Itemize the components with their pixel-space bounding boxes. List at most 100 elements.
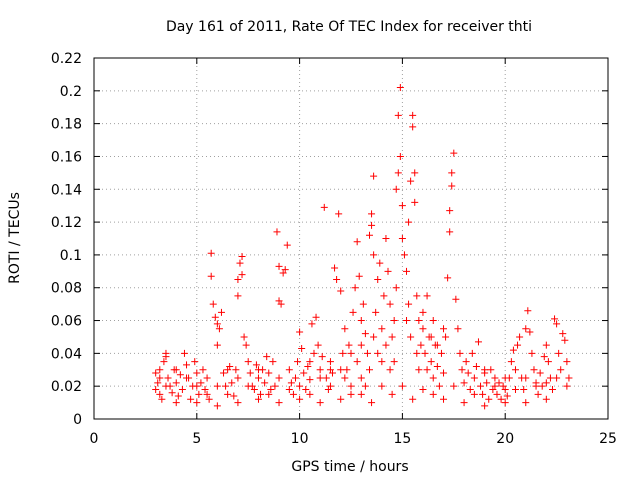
data-point	[355, 272, 363, 280]
data-point	[296, 395, 304, 403]
data-point	[211, 313, 219, 321]
data-point	[234, 399, 242, 407]
data-point	[172, 399, 180, 407]
data-point	[427, 333, 435, 341]
data-point	[548, 385, 556, 393]
data-point	[183, 374, 191, 382]
data-point	[405, 218, 413, 226]
data-point	[228, 379, 236, 387]
y-tick-label: 0.14	[51, 182, 82, 198]
data-point	[542, 379, 550, 387]
y-tick-label: 0	[73, 412, 82, 428]
data-point	[563, 358, 571, 366]
data-point	[300, 369, 308, 377]
y-tick-label: 0.16	[51, 149, 82, 165]
data-point	[209, 300, 217, 308]
data-point	[366, 366, 374, 374]
y-tick-label: 0.02	[51, 379, 82, 395]
x-tick-label: 0	[90, 431, 99, 447]
data-point	[291, 374, 299, 382]
y-tick-label: 0.04	[51, 346, 82, 362]
data-point	[363, 349, 371, 357]
data-point	[187, 395, 195, 403]
data-point	[201, 385, 209, 393]
data-point	[267, 385, 275, 393]
data-point	[193, 369, 201, 377]
data-point	[444, 274, 452, 282]
data-point	[433, 341, 441, 349]
data-point	[193, 382, 201, 390]
data-point	[326, 382, 334, 390]
data-point	[207, 272, 215, 280]
data-point	[337, 366, 345, 374]
data-point	[491, 382, 499, 390]
data-point	[440, 395, 448, 403]
data-point	[409, 123, 417, 131]
data-point	[559, 330, 567, 338]
data-point	[446, 207, 454, 215]
data-point	[516, 333, 524, 341]
data-point	[487, 366, 495, 374]
data-point	[386, 366, 394, 374]
data-point	[386, 300, 394, 308]
data-point	[538, 382, 546, 390]
data-point	[316, 374, 324, 382]
data-point	[452, 295, 460, 303]
data-point	[495, 379, 503, 387]
data-point	[222, 382, 230, 390]
data-point	[273, 228, 281, 236]
data-point	[398, 235, 406, 242]
data-point	[460, 379, 468, 387]
data-point	[474, 338, 482, 346]
chart-title: Day 161 of 2011, Rate Of TEC Index for r…	[166, 19, 532, 35]
data-point	[388, 390, 396, 398]
data-point	[314, 341, 322, 349]
data-point	[501, 385, 509, 393]
data-point	[530, 366, 538, 374]
data-point	[442, 333, 450, 341]
data-point	[522, 374, 530, 382]
data-point	[503, 392, 511, 400]
data-point	[456, 349, 464, 357]
data-point	[450, 382, 458, 390]
data-point	[275, 374, 283, 382]
data-point	[366, 231, 374, 239]
data-point	[382, 341, 390, 349]
data-point	[254, 374, 262, 382]
data-point	[343, 366, 351, 374]
data-point	[394, 169, 402, 177]
data-point	[347, 390, 355, 398]
data-point	[368, 221, 376, 229]
data-point	[522, 325, 530, 333]
data-point	[331, 264, 339, 272]
data-point	[320, 203, 328, 211]
data-point	[224, 366, 232, 374]
data-point	[511, 366, 519, 374]
data-point	[353, 238, 361, 246]
data-point	[497, 395, 505, 403]
data-point	[374, 349, 382, 357]
data-point	[333, 276, 341, 284]
data-point	[213, 320, 221, 328]
data-point	[199, 366, 207, 374]
data-point	[213, 402, 221, 410]
data-point	[491, 374, 499, 382]
data-point	[561, 336, 569, 344]
data-point	[509, 346, 517, 354]
data-point	[168, 389, 176, 397]
data-point	[176, 371, 184, 379]
y-tick-label: 0.22	[51, 51, 82, 67]
data-point	[407, 177, 415, 185]
data-point	[310, 349, 318, 357]
data-point	[507, 358, 515, 366]
data-point	[162, 353, 170, 361]
data-point	[306, 376, 314, 384]
data-point	[464, 369, 472, 377]
data-point	[380, 292, 388, 300]
data-point	[234, 374, 242, 382]
data-point	[415, 317, 423, 325]
data-point	[458, 366, 466, 374]
data-point	[413, 349, 421, 357]
data-point	[394, 111, 402, 119]
data-point	[244, 358, 252, 366]
